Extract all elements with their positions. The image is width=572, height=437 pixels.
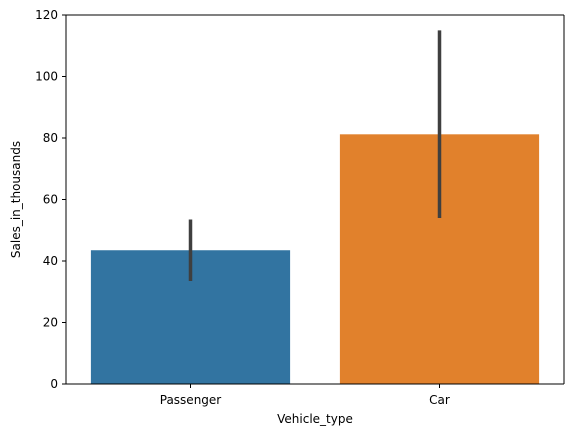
error-bars-layer [188,30,442,281]
x-axis-label: Vehicle_type [277,412,353,426]
x-tick-label-car: Car [429,393,450,407]
y-tick-label: 100 [35,70,58,84]
x-ticks: Passenger Car [160,384,450,407]
y-tick-label: 40 [43,254,58,268]
y-tick-label: 20 [43,316,58,330]
y-tick-label: 0 [50,377,58,391]
y-tick-label: 60 [43,193,58,207]
y-ticks: 0 20 40 60 80 100 120 [35,8,66,391]
y-tick-label: 120 [35,8,58,22]
y-axis-label: Sales_in_thousands [9,141,23,258]
x-tick-label-passenger: Passenger [160,393,222,407]
bars-layer [90,134,540,384]
y-tick-label: 80 [43,131,58,145]
